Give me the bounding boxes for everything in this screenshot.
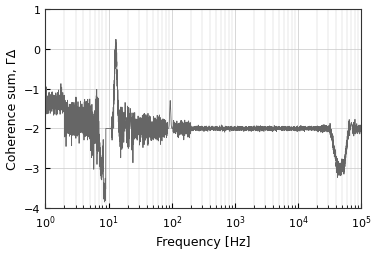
X-axis label: Frequency [Hz]: Frequency [Hz] [156,235,251,248]
Y-axis label: Coherence sum, ΓΔ: Coherence sum, ΓΔ [6,49,18,169]
